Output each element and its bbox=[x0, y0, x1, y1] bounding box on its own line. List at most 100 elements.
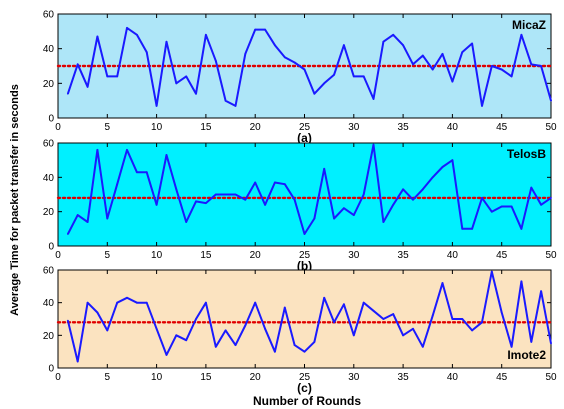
data-point bbox=[97, 36, 99, 38]
y-tick-label: 60 bbox=[43, 10, 55, 21]
x-tick-label: 15 bbox=[200, 250, 212, 261]
data-point bbox=[77, 63, 79, 65]
data-point bbox=[97, 149, 99, 151]
y-tick-label: 40 bbox=[43, 298, 55, 309]
x-tick-label: 10 bbox=[151, 372, 163, 383]
data-point bbox=[215, 60, 217, 62]
data-point bbox=[175, 82, 177, 84]
x-tick-label: 45 bbox=[496, 250, 508, 261]
data-point bbox=[471, 43, 473, 45]
data-point bbox=[106, 218, 108, 220]
data-point bbox=[185, 76, 187, 78]
data-point bbox=[136, 171, 138, 173]
data-point bbox=[284, 56, 286, 58]
x-tick-label: 50 bbox=[545, 122, 557, 133]
data-point bbox=[432, 69, 434, 71]
data-point bbox=[244, 325, 246, 327]
data-point bbox=[304, 69, 306, 71]
data-point bbox=[442, 282, 444, 284]
data-point bbox=[491, 211, 493, 213]
data-point bbox=[156, 328, 158, 330]
data-point bbox=[353, 334, 355, 336]
data-point bbox=[422, 55, 424, 57]
x-tick-label: 20 bbox=[250, 250, 262, 261]
data-point bbox=[402, 44, 404, 46]
data-point bbox=[126, 297, 128, 299]
data-point bbox=[274, 351, 276, 353]
x-tick-label: 30 bbox=[348, 122, 360, 133]
data-point bbox=[530, 341, 532, 343]
y-tick-label: 0 bbox=[48, 114, 54, 125]
data-point bbox=[225, 194, 227, 196]
data-point bbox=[422, 346, 424, 348]
y-tick-label: 0 bbox=[48, 242, 54, 253]
x-tick-label: 35 bbox=[398, 122, 410, 133]
data-point bbox=[382, 318, 384, 320]
x-tick-label: 40 bbox=[447, 372, 459, 383]
x-tick-label: 45 bbox=[496, 372, 508, 383]
data-point bbox=[235, 194, 237, 196]
data-point bbox=[491, 271, 493, 273]
data-point bbox=[195, 93, 197, 95]
data-point bbox=[244, 199, 246, 201]
data-point bbox=[461, 228, 463, 230]
data-point bbox=[87, 302, 89, 304]
data-point bbox=[106, 76, 108, 78]
data-point bbox=[363, 76, 365, 78]
data-point bbox=[195, 318, 197, 320]
data-point bbox=[501, 69, 503, 71]
data-point bbox=[373, 98, 375, 100]
data-point bbox=[521, 228, 523, 230]
data-point bbox=[501, 206, 503, 208]
data-point bbox=[116, 302, 118, 304]
data-point bbox=[67, 93, 69, 95]
data-point bbox=[156, 105, 158, 107]
data-point bbox=[452, 81, 454, 83]
data-point bbox=[471, 228, 473, 230]
data-point bbox=[185, 339, 187, 341]
x-tick-label: 5 bbox=[105, 372, 111, 383]
data-point bbox=[116, 183, 118, 185]
data-point bbox=[254, 182, 256, 184]
data-point bbox=[540, 204, 542, 206]
annotation-a: MicaZ bbox=[512, 18, 546, 32]
data-point bbox=[323, 297, 325, 299]
data-point bbox=[323, 168, 325, 170]
data-point bbox=[156, 204, 158, 206]
data-point bbox=[412, 63, 414, 65]
panel-label-c: (c) bbox=[297, 381, 312, 395]
data-point bbox=[452, 318, 454, 320]
data-point bbox=[225, 100, 227, 102]
data-point bbox=[392, 34, 394, 36]
data-point bbox=[254, 302, 256, 304]
data-point bbox=[215, 194, 217, 196]
data-point bbox=[264, 204, 266, 206]
data-point bbox=[146, 51, 148, 53]
data-point bbox=[521, 34, 523, 36]
data-point bbox=[363, 194, 365, 196]
data-point bbox=[422, 188, 424, 190]
data-point bbox=[244, 53, 246, 55]
data-point bbox=[185, 221, 187, 223]
data-point bbox=[530, 63, 532, 65]
data-point bbox=[175, 334, 177, 336]
x-tick-label: 50 bbox=[545, 250, 557, 261]
data-point bbox=[481, 105, 483, 107]
panel-a: 0 5 10 15 20 25 30 35 40 45 50 0 20 40 60 MicaZ (a) bbox=[43, 10, 557, 146]
y-tick-label: 40 bbox=[43, 173, 55, 184]
data-point bbox=[382, 41, 384, 43]
data-point bbox=[313, 93, 315, 95]
data-point bbox=[481, 321, 483, 323]
x-tick-label: 0 bbox=[55, 372, 61, 383]
data-point bbox=[166, 41, 168, 43]
annotation-b: TelosB bbox=[507, 147, 546, 161]
x-tick-label: 5 bbox=[105, 122, 111, 133]
data-point bbox=[511, 76, 513, 78]
data-point bbox=[501, 312, 503, 314]
data-point bbox=[87, 221, 89, 223]
data-point bbox=[313, 218, 315, 220]
data-point bbox=[540, 65, 542, 67]
data-point bbox=[166, 154, 168, 156]
panel-c: 0 5 10 15 20 25 30 35 40 45 500204060Imote2(c) bbox=[43, 266, 557, 396]
